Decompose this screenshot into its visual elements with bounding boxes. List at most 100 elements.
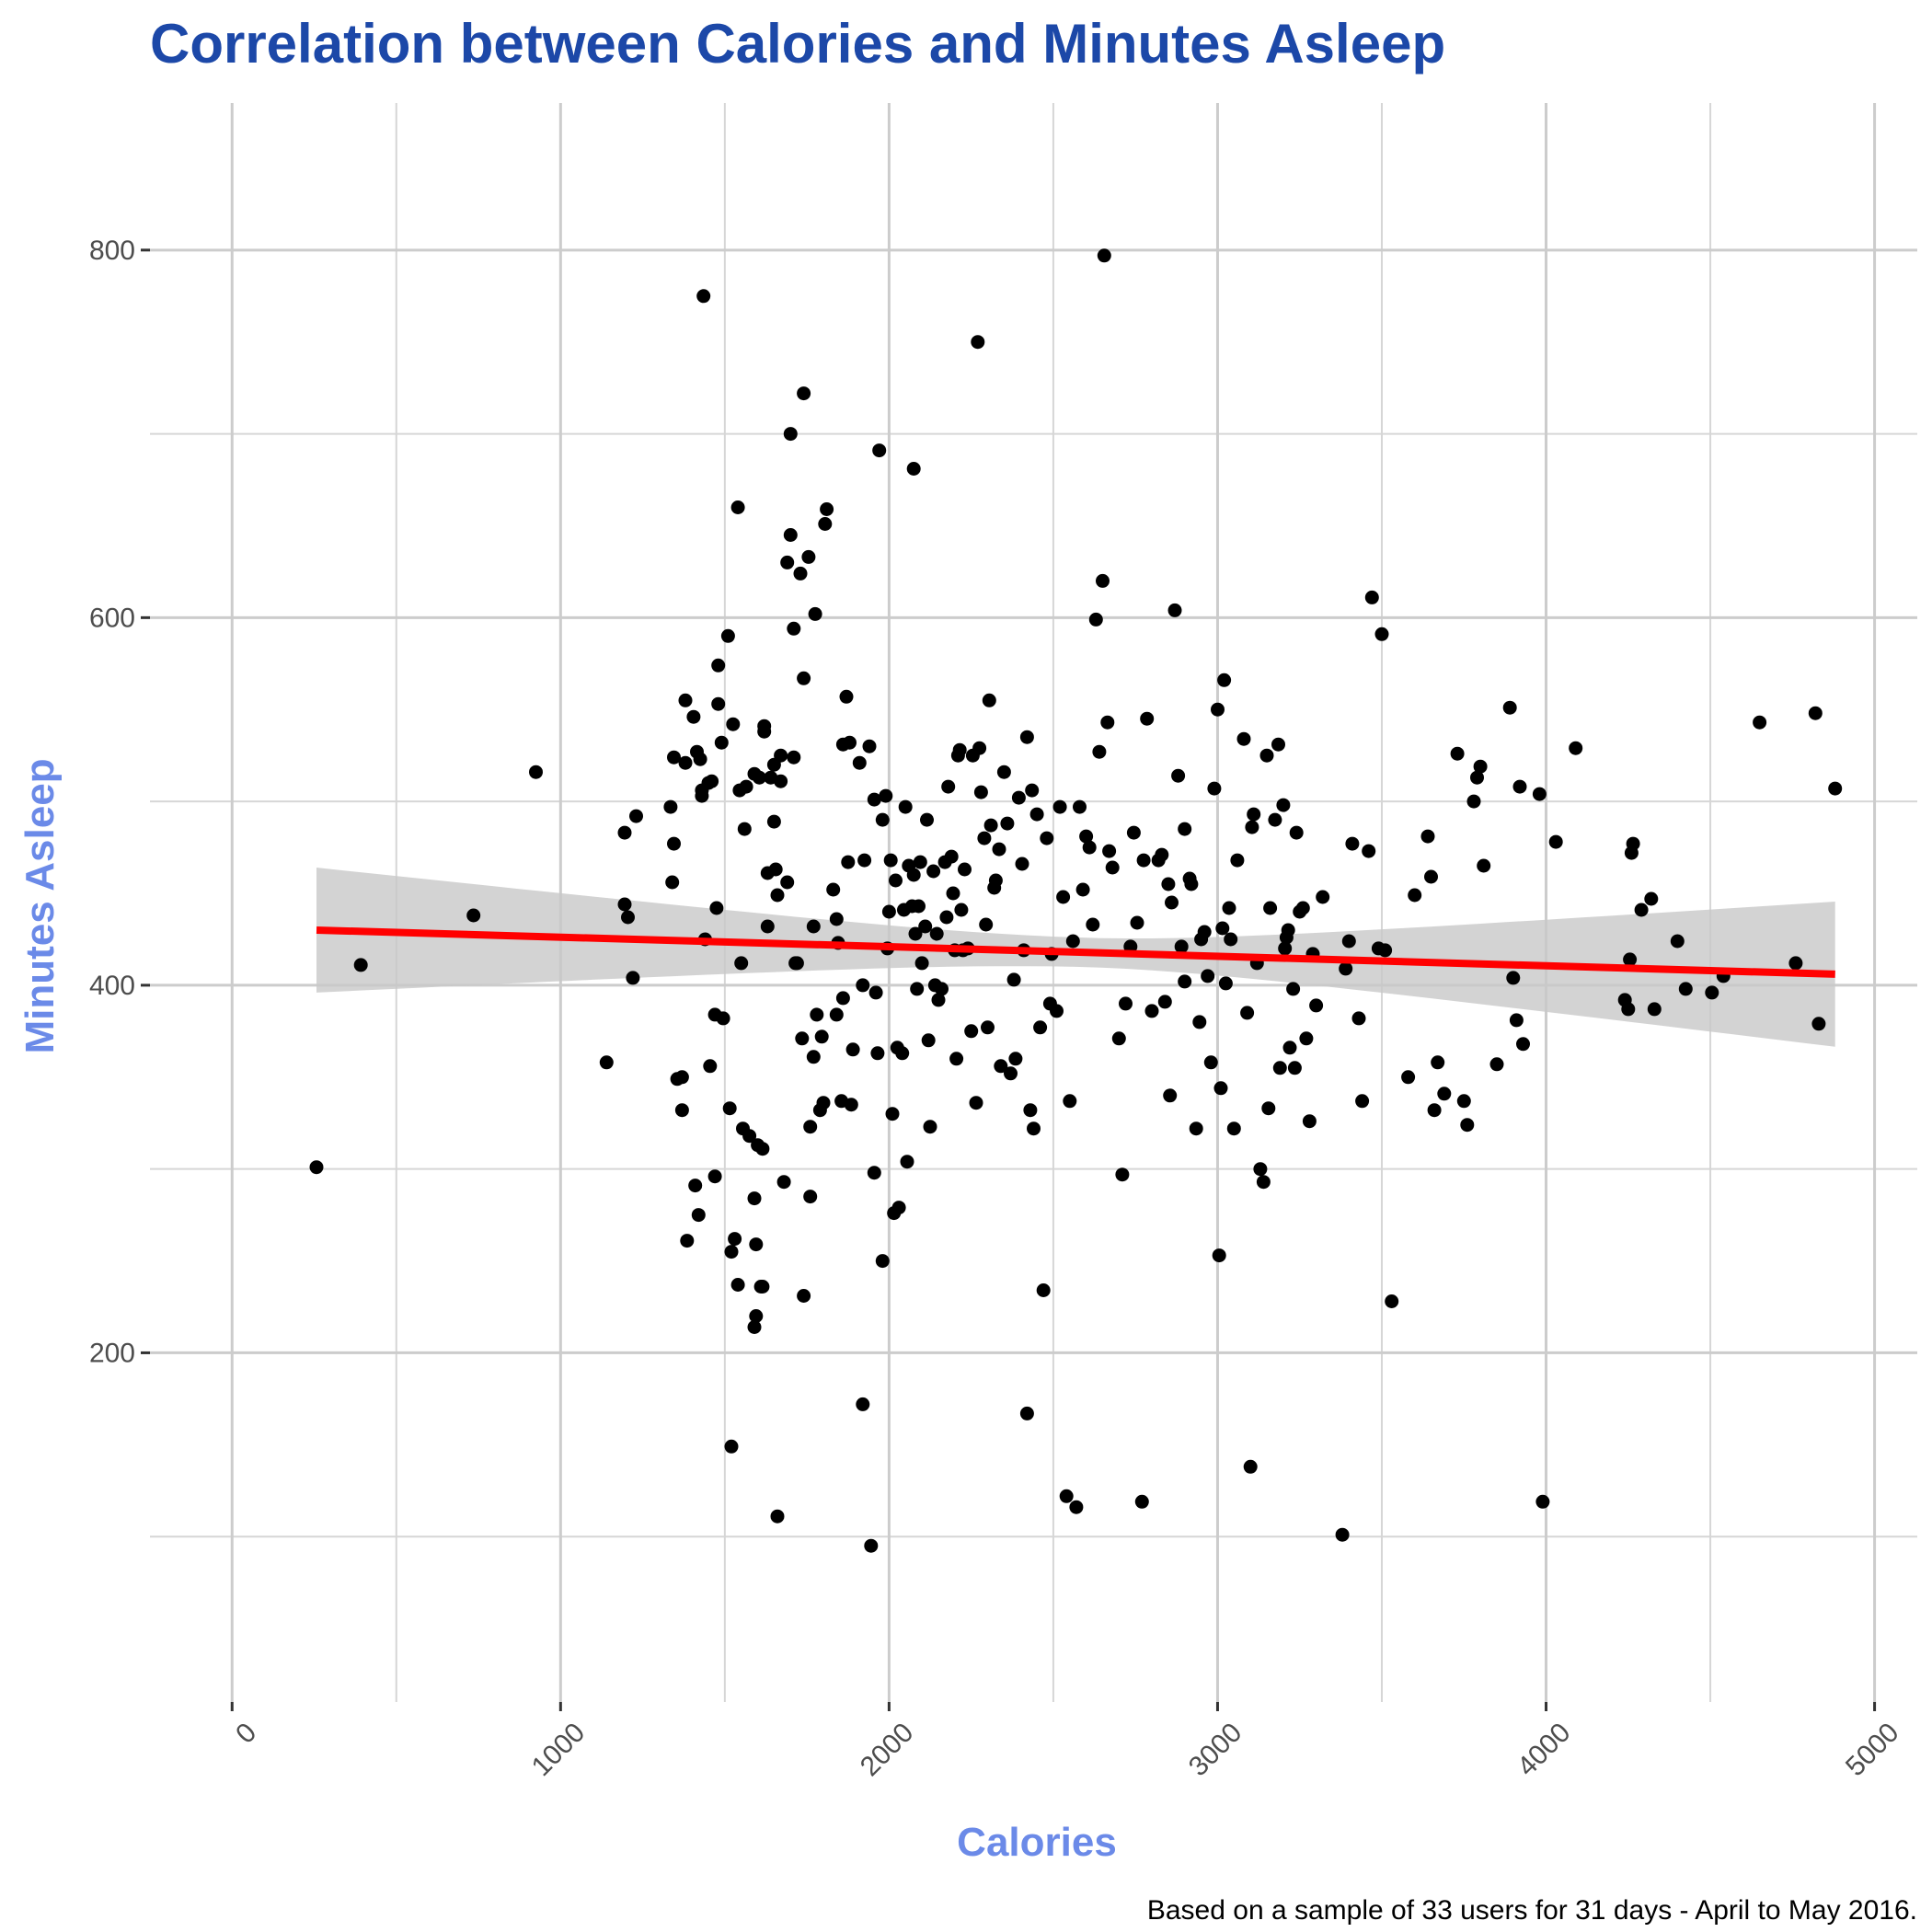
data-point [864,1538,879,1553]
chart-title: Correlation between Calories and Minutes… [150,13,1445,75]
data-point [881,904,896,919]
data-point [1247,807,1261,822]
data-point [908,926,923,941]
data-point [703,1059,718,1074]
data-point [931,993,946,1007]
data-point [889,873,903,888]
data-point [879,788,893,803]
data-point [875,1254,890,1269]
data-point [923,1120,937,1134]
data-point [787,750,801,765]
data-point [1286,982,1301,996]
data-point [1052,799,1067,814]
data-point [1309,998,1324,1013]
chart-caption: Based on a sample of 33 users for 31 day… [1147,1895,1917,1926]
data-point [1355,1094,1370,1109]
data-point [973,785,988,799]
data-point [760,919,775,934]
data-point [617,897,632,912]
data-point [920,812,934,827]
data-point [992,842,1006,857]
y-tick-label: 200 [89,1338,135,1368]
data-point [1207,781,1222,796]
data-point [709,901,724,915]
data-point [900,1155,914,1169]
trend-line [316,926,1835,978]
y-tick-label: 600 [89,603,135,633]
data-point [988,873,1003,888]
data-point [935,982,949,996]
data-point [885,1107,900,1121]
data-point [1004,1066,1018,1081]
data-point [1532,787,1547,801]
data-point [1178,822,1192,836]
data-point [856,1397,870,1411]
data-point [1621,1002,1636,1017]
data-point [768,862,783,877]
data-point [1161,877,1176,891]
data-point [1163,1088,1178,1103]
data-point [1203,1055,1218,1070]
data-point [1341,934,1356,949]
data-point [1281,923,1295,937]
data-point [1364,590,1379,604]
data-point [722,1101,737,1116]
data-point [803,1120,818,1134]
data-point [806,1050,821,1064]
data-point [711,658,726,673]
data-point [845,1042,860,1057]
data-point [868,985,883,1000]
data-point [674,1103,689,1118]
data-point [1174,939,1189,954]
data-point [724,1439,739,1454]
data-point [1299,1031,1314,1046]
x-tick-label: 4000 [1512,1718,1577,1783]
data-point [1460,1118,1475,1133]
data-point [737,822,752,836]
data-point [806,919,821,934]
data-point [1644,891,1659,906]
data-point [752,770,766,785]
data-point [1040,831,1054,845]
data-point [1245,820,1259,834]
data-point [1073,799,1087,814]
data-points [309,248,1843,1553]
data-point [1502,700,1517,715]
data-point [617,825,632,840]
data-point [730,500,745,514]
y-axis-title: Minutes Asleep [17,758,63,1053]
data-point [870,1046,885,1061]
data-point [1100,715,1115,730]
data-point [946,886,960,901]
data-point [906,868,921,882]
y-tick-label: 800 [89,236,135,266]
data-point [1165,895,1179,910]
data-point [1056,890,1071,904]
data-point [1243,1459,1258,1474]
data-point [691,1208,706,1223]
data-point [797,671,811,685]
data-point [944,849,959,864]
data-point [867,792,881,807]
data-point [667,750,681,765]
data-point [912,899,926,914]
data-point [818,517,833,531]
data-point [1678,982,1693,996]
data-point [466,908,481,923]
x-axis-title: Calories [957,1820,1117,1865]
gridlines [150,103,1917,1702]
data-point [742,1129,757,1144]
data-point [1189,1121,1203,1136]
confidence-band-area [316,868,1835,1047]
data-point [1374,627,1389,641]
data-point [1670,934,1685,949]
data-point [1420,829,1435,844]
data-point [1753,715,1767,730]
data-point [857,853,872,868]
data-point [1144,1004,1159,1018]
data-point [1033,1020,1048,1035]
data-point [1489,1057,1504,1072]
data-point [1427,1103,1442,1118]
data-point [783,528,798,542]
data-point [1075,882,1090,897]
